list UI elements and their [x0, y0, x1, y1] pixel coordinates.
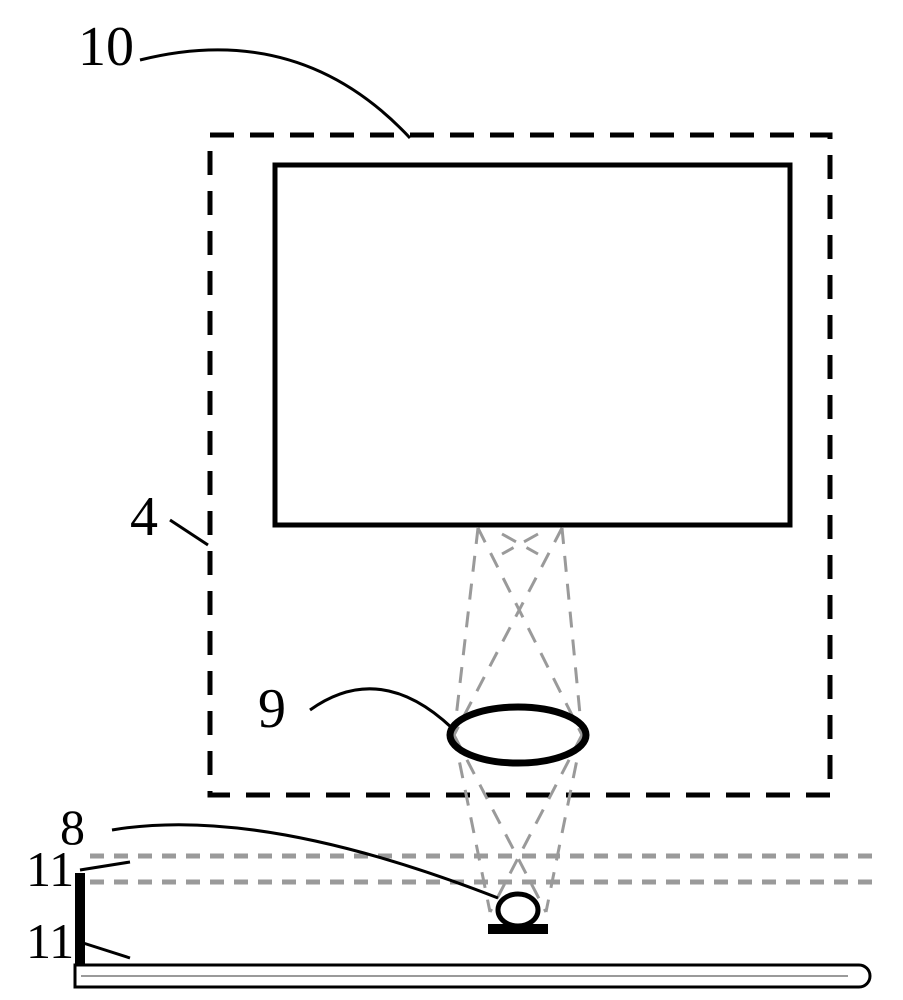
label-ref-4: 4 — [130, 485, 158, 549]
label-ref-11a: 11 — [26, 840, 74, 898]
label-ref-9: 9 — [258, 677, 286, 741]
label-ref-10: 10 — [78, 15, 134, 79]
label-ref-11b: 11 — [26, 912, 74, 970]
